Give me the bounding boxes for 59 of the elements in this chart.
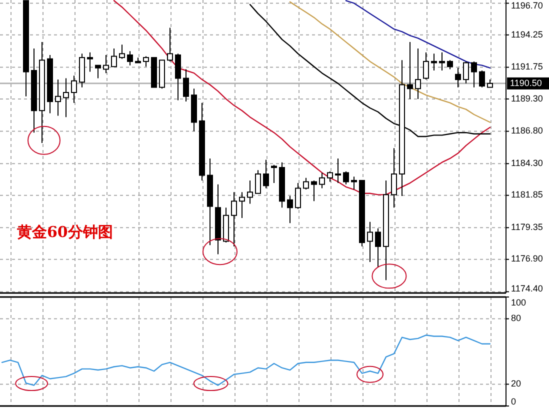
candlestick — [335, 158, 341, 184]
candlestick — [431, 53, 437, 71]
candlestick — [463, 60, 469, 84]
candlestick — [87, 52, 93, 72]
candlestick — [127, 50, 133, 66]
candlestick — [375, 228, 381, 268]
candlestick — [231, 192, 237, 247]
y-tick-label: 1189.30 — [511, 93, 543, 104]
candlestick — [439, 52, 445, 71]
y-tick-label: 1179.35 — [511, 222, 543, 232]
candlestick — [119, 44, 125, 60]
candlestick — [367, 221, 373, 262]
candlestick — [455, 67, 461, 88]
candlestick — [239, 192, 245, 218]
y-tick-label: 1191.75 — [511, 62, 543, 72]
candlestick — [71, 75, 77, 104]
candlestick — [63, 78, 69, 118]
candlestick — [247, 180, 253, 204]
candlestick — [95, 64, 101, 79]
annotation: 黄金60分钟图 — [16, 222, 113, 241]
candlestick — [263, 159, 269, 189]
candlestick — [415, 48, 421, 100]
candlestick — [303, 177, 309, 190]
ref-line-label: 1190.50 — [510, 78, 542, 88]
candlestick — [103, 54, 109, 74]
y-tick-label: 0 — [511, 396, 516, 406]
candlestick — [407, 42, 413, 100]
candlestick — [391, 148, 397, 208]
y-tick-label: 1174.40 — [511, 283, 543, 294]
y-tick-label: 100 — [511, 297, 526, 308]
candlestick — [351, 176, 357, 190]
candlestick — [111, 48, 117, 68]
y-tick-label: 80 — [511, 313, 522, 324]
candlestick — [479, 70, 485, 88]
candlestick — [319, 172, 325, 189]
candlestick — [167, 27, 173, 62]
y-tick-label: 1196.70 — [511, 0, 543, 10]
y-tick-label: 1184.30 — [511, 158, 543, 168]
y-tick-label: 1176.90 — [511, 254, 543, 264]
candlestick — [175, 53, 181, 101]
y-tick-label: 20 — [511, 378, 522, 389]
candlestick — [447, 60, 453, 70]
candlestick — [471, 60, 477, 88]
candlestick — [295, 182, 301, 210]
candlestick — [55, 79, 61, 116]
candlestick — [287, 195, 293, 224]
candlestick — [143, 56, 149, 68]
candlestick — [255, 170, 261, 194]
candlestick — [311, 180, 317, 202]
line-series — [113, 0, 491, 196]
candlestick — [423, 52, 429, 80]
candlestick — [271, 164, 277, 184]
y-tick-label: 1194.25 — [511, 29, 543, 40]
candlestick — [183, 68, 189, 102]
candlestick — [327, 170, 333, 182]
y-tick-label: 1181.85 — [511, 190, 543, 200]
candlestick — [343, 170, 349, 185]
line-series — [289, 1, 491, 123]
y-tick-label: 1186.80 — [511, 126, 543, 136]
